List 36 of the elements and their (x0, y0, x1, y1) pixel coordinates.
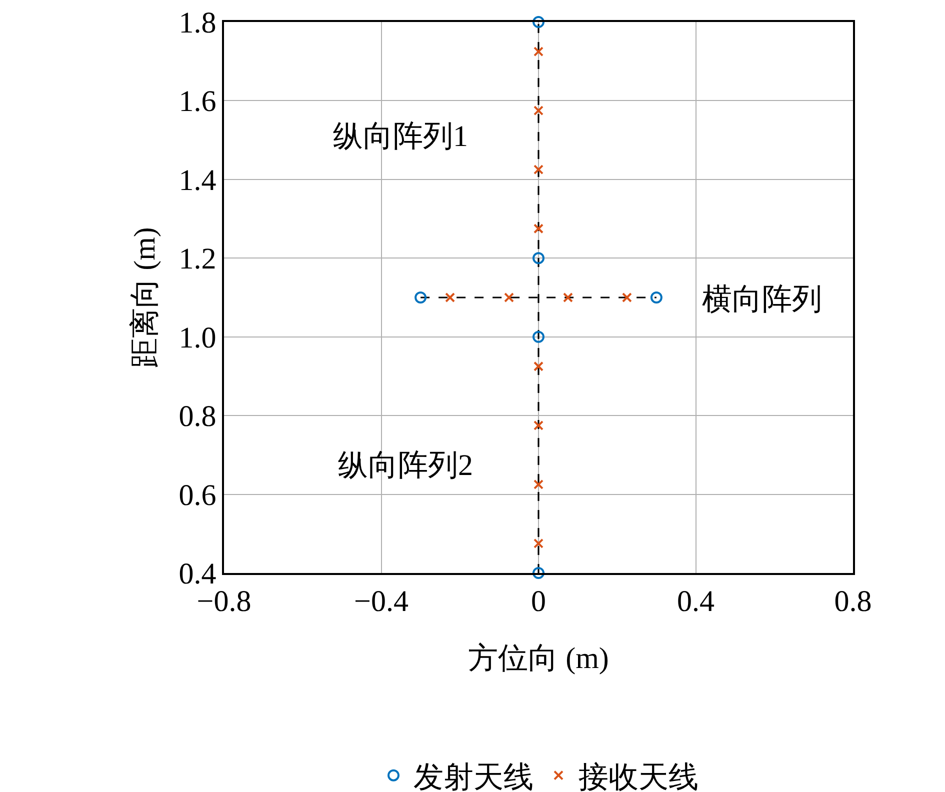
point (532, 252, 544, 264)
point (532, 567, 544, 579)
point (650, 292, 662, 304)
point (534, 420, 544, 430)
y-tick-label: 0.6 (178, 478, 216, 512)
point (532, 16, 544, 28)
y-axis-title: 距离向 (m) (128, 227, 162, 368)
annotation: 纵向阵列2 (338, 449, 473, 482)
annotation: 横向阵列 (702, 283, 822, 316)
y-tick-label: 1.6 (178, 85, 216, 118)
point (534, 164, 544, 175)
y-tick-label: 1.2 (178, 242, 216, 276)
point (534, 538, 544, 548)
y-tick-label: 0.8 (178, 400, 216, 434)
x-tick-label: 0.4 (677, 584, 714, 618)
point (534, 46, 544, 57)
point (445, 292, 456, 302)
point (534, 361, 544, 372)
x-tick-label: 0.8 (834, 584, 872, 618)
point (534, 479, 544, 490)
x-tick-label: 0 (531, 584, 546, 618)
y-tick-label: 1.4 (178, 164, 216, 197)
legend-label: 发射天线 (414, 761, 534, 792)
point (532, 330, 544, 343)
x-tick-label: −0.4 (354, 584, 408, 618)
point (504, 292, 514, 302)
y-tick-label: 1.0 (178, 321, 216, 354)
point (534, 224, 544, 234)
point (562, 292, 573, 302)
annotation: 纵向阵列1 (333, 120, 468, 153)
y-tick-label: 1.8 (178, 6, 216, 40)
x-axis-title: 方位向 (m) (468, 642, 609, 675)
point (534, 106, 544, 116)
legend-label: 接收天线 (578, 761, 698, 792)
point (414, 292, 427, 304)
point (622, 292, 632, 302)
